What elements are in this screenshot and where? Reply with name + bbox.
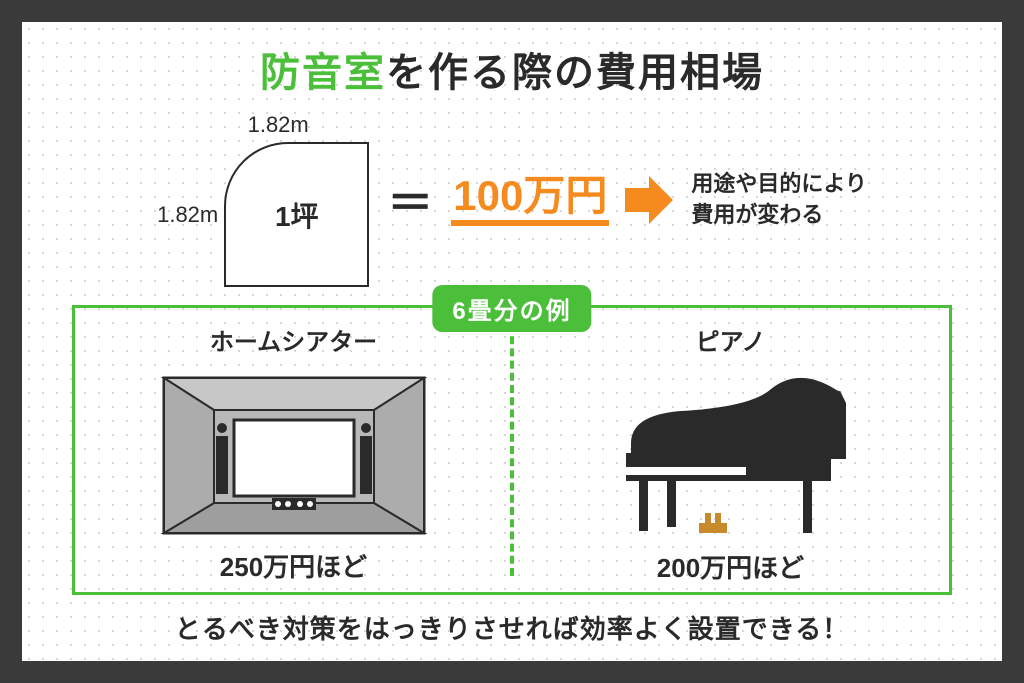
- piano-icon: [522, 363, 939, 548]
- bottom-note: とるべき対策をはっきりさせれば効率よく設置できる！: [175, 609, 849, 646]
- arrow-icon: [649, 176, 673, 224]
- price-row: 1.82m 1.82m 1坪 ＝ 100万円 用途や目的により 費用が変わる: [157, 112, 867, 287]
- arrow-note: 用途や目的により 費用が変わる: [691, 169, 867, 231]
- title-rest: を作る際の費用相場: [386, 51, 764, 95]
- inner-panel: 防音室を作る際の費用相場 1.82m 1.82m 1坪 ＝ 100万円 用途や目…: [22, 22, 1002, 661]
- examples-section: 6畳分の例 ホームシアター: [72, 305, 952, 595]
- page-title: 防音室を作る際の費用相場: [260, 40, 764, 98]
- arrow-note-line2: 費用が変わる: [691, 202, 823, 227]
- example-theater-title: ホームシアター: [210, 322, 377, 357]
- tsubo-unit: 1坪: [275, 195, 319, 235]
- tsubo-width-label: 1.82m: [248, 112, 309, 138]
- price-value: 100万円: [451, 173, 609, 225]
- outer-frame: 防音室を作る際の費用相場 1.82m 1.82m 1坪 ＝ 100万円 用途や目…: [0, 0, 1024, 683]
- example-theater: ホームシアター: [75, 308, 512, 592]
- example-piano-title: ピアノ: [696, 322, 766, 357]
- tsubo-body: 1.82m 1坪: [157, 142, 369, 287]
- examples-divider: [510, 324, 514, 576]
- tsubo-diagram: 1.82m 1.82m 1坪: [157, 112, 369, 287]
- arrow-note-line1: 用途や目的により: [691, 171, 867, 196]
- examples-box: ホームシアター: [72, 305, 952, 595]
- tsubo-box: 1坪: [224, 142, 369, 287]
- example-piano: ピアノ: [512, 308, 949, 592]
- example-piano-price: 200万円ほど: [657, 548, 804, 585]
- examples-badge: 6畳分の例: [432, 285, 591, 332]
- title-accent: 防音室: [260, 51, 386, 95]
- tsubo-height-label: 1.82m: [157, 202, 218, 228]
- example-theater-price: 250万円ほど: [220, 547, 367, 584]
- equals-sign: ＝: [387, 167, 433, 233]
- home-theater-icon: [85, 363, 502, 547]
